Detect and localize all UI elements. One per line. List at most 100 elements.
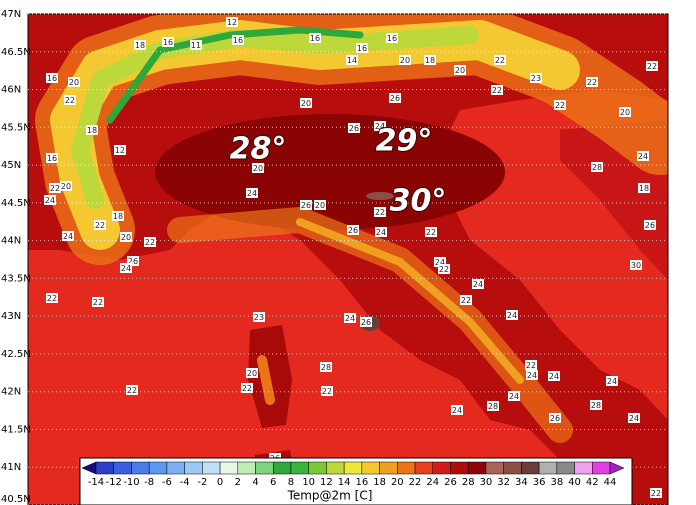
station-label: 24 [121,264,131,273]
station-label-bg [586,77,598,87]
station-label-bg [134,40,146,50]
colorbar-tick-label: 16 [355,477,368,488]
station-label: 20 [620,108,630,117]
colorbar-box [166,461,185,475]
colorbar-box [556,461,575,475]
station-label-bg [374,121,386,131]
colorbar-tick-label: 12 [320,477,333,488]
colorbar-box [131,461,150,475]
station-label-bg [548,371,560,381]
station-label: 12 [227,18,237,27]
colorbar-box [450,461,469,475]
lat-tick-label: 46N [1,85,21,96]
station-label-bg [424,55,436,65]
station-label-bg [530,73,542,83]
station-label-bg [64,95,76,105]
station-label-bg [114,145,126,155]
station-label: 26 [128,257,138,266]
colorbar-tick-label: -8 [144,477,154,488]
lat-tick-label: 45.5N [1,122,31,133]
station-label: 22 [461,296,471,305]
station-label-bg [86,125,98,135]
station-label-bg [606,376,618,386]
colorbar-box [308,461,327,475]
station-label: 26 [645,221,655,230]
lat-tick-label: 41N [1,462,21,473]
station-label: 22 [526,361,536,370]
station-label: 24 [452,406,462,415]
station-label-bg [246,368,258,378]
lat-tick-label: 40.5N [1,494,31,505]
station-label: 26 [349,124,359,133]
colorbar-tick-label: 10 [302,477,315,488]
colorbar-tick-label: 2 [235,477,241,488]
station-label-bg [638,183,650,193]
colorbar-box [148,461,168,475]
station-label: 30 [631,261,641,270]
station-label-bg [356,43,368,53]
station-label-bg [253,312,265,322]
station-label: 16 [47,74,57,83]
colorbar-box [361,461,380,475]
station-label-bg [344,313,356,323]
colorbar-box [538,461,558,475]
station-label-bg [347,225,359,235]
colorbar-tick-label: 42 [586,477,599,488]
station-label-bg [619,107,631,117]
station-label: 22 [127,386,137,395]
station-label-bg [554,100,566,110]
station-label-bg [525,360,537,370]
station-label-bg [487,401,499,411]
colorbar-tick-label: 38 [550,477,563,488]
colorbar-box [397,461,416,475]
lat-tick-label: 44N [1,236,21,247]
colorbar-tick-label: 30 [480,477,493,488]
station-label-bg [591,162,603,172]
station-label-bg [46,293,58,303]
station-label-bg [508,391,520,401]
station-label: 24 [345,314,355,323]
station-label: 24 [549,372,559,381]
station-label-bg [434,257,446,267]
colorbar-box [592,461,611,475]
station-label-bg [126,385,138,395]
station-label: 20 [69,78,79,87]
station-label-bg [252,163,264,173]
colorbar-tick-label: 40 [568,477,581,488]
lat-tick-label: 43.5N [1,273,31,284]
colorbar-tick-label: -6 [162,477,172,488]
station-label: 22 [65,96,75,105]
station-label: 16 [310,34,320,43]
station-label: 24 [527,371,537,380]
colorbar-tick-label: 22 [409,477,422,488]
station-label: 22 [95,221,105,230]
station-label: 26 [361,318,371,327]
colorbar-tick-label: 32 [497,477,510,488]
station-label: 16 [47,154,57,163]
station-label: 24 [629,414,639,423]
annotation: 29° [376,124,433,159]
colorbar-box [432,461,451,475]
station-label-bg [460,295,472,305]
station-label-bg [630,260,642,270]
colorbar-box [521,461,540,475]
station-label: 28 [592,163,602,172]
station-label: 12 [115,146,125,155]
station-label-bg [590,400,602,410]
station-label-bg [300,200,312,210]
station-label-bg [644,220,656,230]
station-label-bg [491,85,503,95]
colorbar-box [272,461,292,475]
colorbar-tick-label: -10 [123,477,139,488]
lat-tick-label: 45N [1,160,21,171]
station-label-bg [162,37,174,47]
station-label-bg [346,55,358,65]
colorbar-box [467,461,487,475]
colorbar-tick-label: 36 [533,477,546,488]
colorbar-tick-label: 0 [217,477,223,488]
station-label: 22 [555,101,565,110]
station-label-bg [438,264,450,274]
station-label-bg [241,383,253,393]
colorbar-box [219,461,239,475]
